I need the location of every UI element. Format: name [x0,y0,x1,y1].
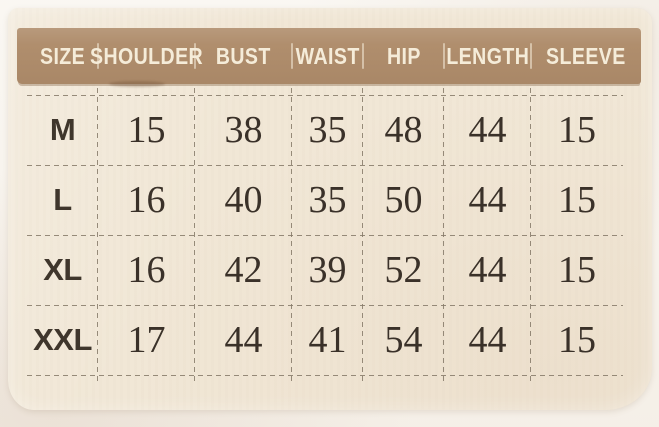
cell-sleeve: 15 [558,179,596,221]
column-divider [530,88,531,382]
row-divider [27,305,623,306]
column-header-label: SHOULDER [89,42,204,69]
column-header-label: LENGTH [446,42,529,69]
column-divider [443,88,444,382]
column-header-hip: HIP [363,28,444,84]
cell-hip: 48 [384,109,423,151]
cell-size: XL [43,252,82,287]
cell-length: 44 [468,249,507,291]
table-header: SIZE SHOULDER BUST WAIST HIP LENGTH SLEE… [17,28,641,84]
row-divider [27,165,623,166]
cell-size: L [53,182,72,217]
size-table: M 15 38 35 48 44 15 L 16 40 35 50 44 15 [27,88,623,382]
table-row-xxl: XXL 17 44 41 54 44 15 [27,305,623,375]
row-divider [27,235,623,236]
cell-bust: 40 [224,179,263,221]
column-divider [97,88,98,382]
cell-sleeve: 15 [558,319,596,361]
column-divider [194,88,195,382]
cell-bust: 38 [224,109,263,151]
column-divider [291,88,292,382]
table-row-xl: XL 16 42 39 52 44 15 [27,235,623,305]
column-header-sleeve: SLEEVE [531,28,641,84]
column-header-waist: WAIST [292,28,363,84]
cell-waist: 39 [308,249,347,291]
table-row-l: L 16 40 35 50 44 15 [27,165,623,235]
cell-bust: 44 [224,319,263,361]
table-body: M 15 38 35 48 44 15 L 16 40 35 50 44 15 [27,95,623,375]
column-header-label: SLEEVE [546,42,626,69]
cell-length: 44 [468,179,507,221]
cell-length: 44 [468,109,507,151]
column-header-label: HIP [386,42,421,69]
row-divider [27,375,623,376]
cell-sleeve: 15 [558,109,596,151]
cell-size: M [49,112,76,147]
row-divider [27,95,623,96]
column-header-label: WAIST [295,42,360,69]
cell-shoulder: 16 [127,249,166,291]
column-header-bust: BUST [195,28,292,84]
column-divider [362,88,363,382]
cell-length: 44 [468,319,507,361]
cell-shoulder: 17 [127,319,166,361]
cell-hip: 50 [384,179,423,221]
cell-waist: 41 [308,319,347,361]
cell-hip: 52 [384,249,423,291]
cell-waist: 35 [308,109,347,151]
column-header-label: SIZE [39,42,86,69]
cell-hip: 54 [384,319,423,361]
cell-shoulder: 16 [127,179,166,221]
column-header-size: SIZE [27,28,98,84]
cell-size: XXL [33,322,92,357]
cell-shoulder: 15 [127,109,166,151]
cell-bust: 42 [224,249,263,291]
paper-card: SIZE SHOULDER BUST WAIST HIP LENGTH SLEE… [8,8,652,410]
cell-waist: 35 [308,179,347,221]
column-header-length: LENGTH [444,28,531,84]
column-header-shoulder: SHOULDER [90,28,203,84]
table-row-m: M 15 38 35 48 44 15 [27,95,623,165]
column-header-label: BUST [216,42,271,69]
cell-sleeve: 15 [558,249,596,291]
